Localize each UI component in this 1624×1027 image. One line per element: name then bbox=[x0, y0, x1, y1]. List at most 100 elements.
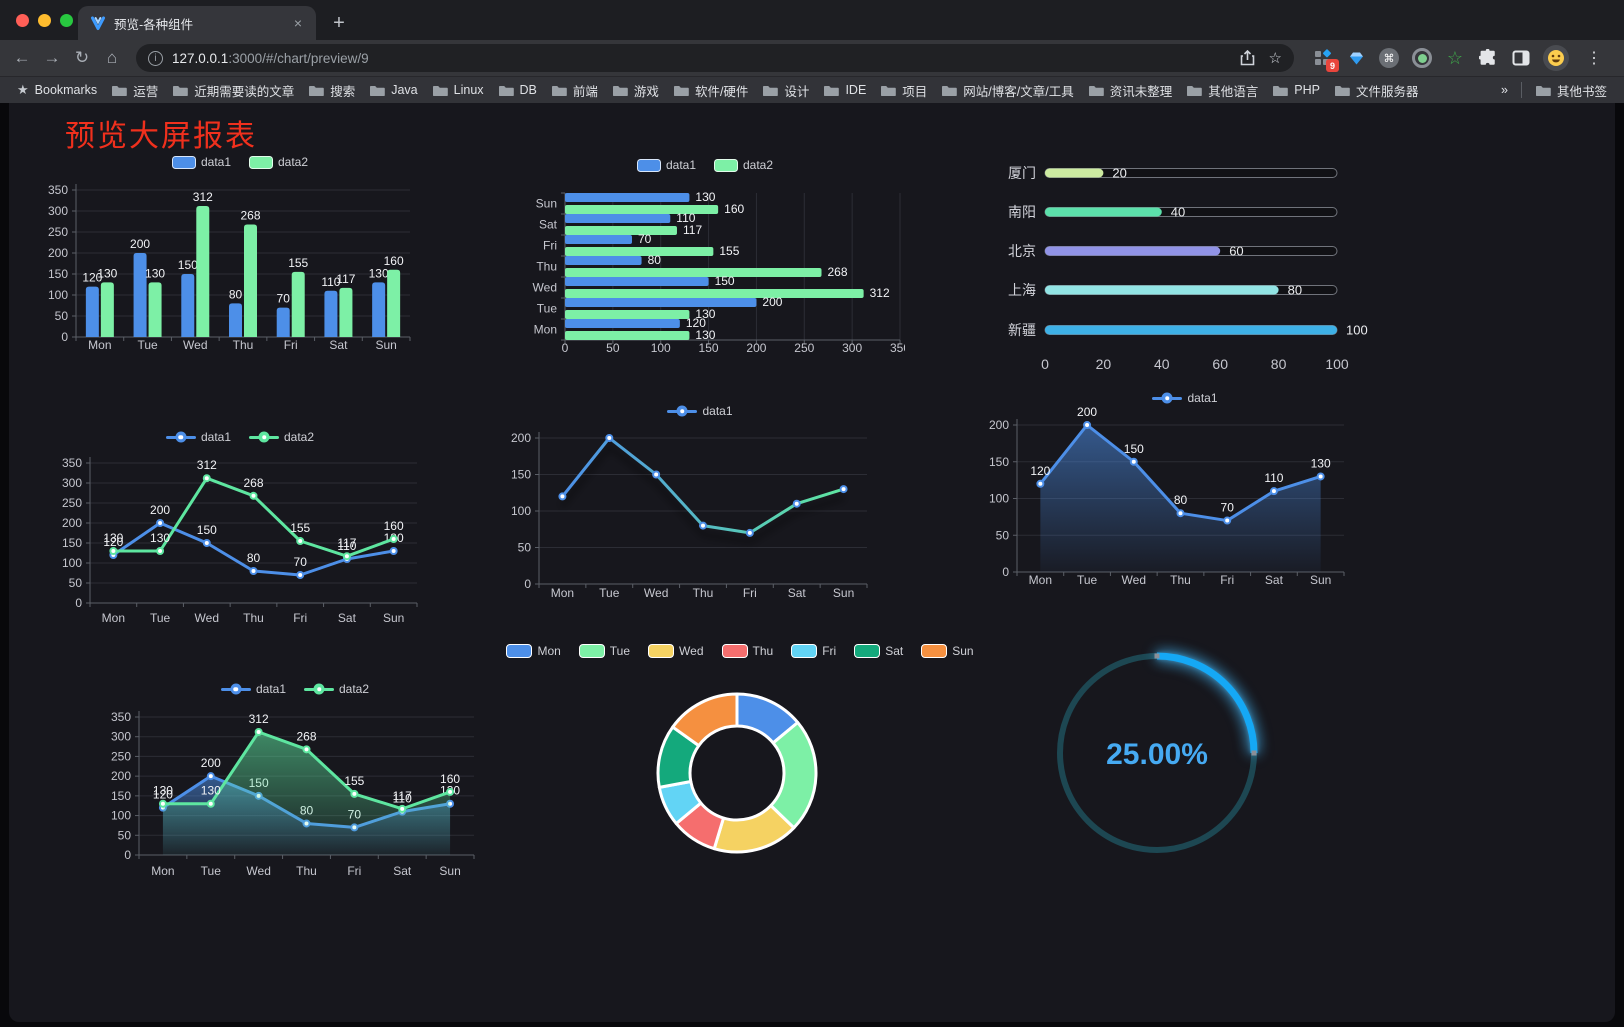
legend-line-marker bbox=[165, 431, 196, 443]
chart-gauge-percent[interactable]: 25.00% bbox=[1040, 635, 1280, 890]
bookmark-folder[interactable]: 运营 bbox=[104, 78, 165, 103]
bookmark-folder[interactable]: 其他语言 bbox=[1179, 78, 1265, 103]
bookmark-folder[interactable]: 软件/硬件 bbox=[666, 78, 755, 103]
bookmark-folder-label: 资讯未整理 bbox=[1109, 84, 1173, 99]
legend-item-data2[interactable]: data2 bbox=[249, 155, 308, 169]
command-extension-icon[interactable]: ⌘ bbox=[1378, 47, 1400, 69]
bookmark-folder[interactable]: DB bbox=[491, 80, 544, 100]
legend-item-Thu[interactable]: Thu bbox=[721, 644, 773, 658]
bookmark-folder-label: 文件服务器 bbox=[1355, 84, 1419, 99]
chart-canvas-area-single[interactable]: 0 50 100 150 200 Mon Tue Wed Thu Fri Sat Sun 120 200 1… bbox=[985, 388, 1385, 603]
bookmark-star-icon[interactable]: ☆ bbox=[1268, 50, 1282, 67]
window-close-button[interactable] bbox=[16, 14, 29, 27]
bookmark-folder-label: Linux bbox=[453, 83, 484, 97]
chart-legend: Mon Tue Wed Thu Fri Sat Sun bbox=[506, 641, 974, 661]
chart-canvas-grouped-bar-vertical[interactable]: 0 50 100 150 200 250 300 350 Mon Tue Wed Thu Fri Sat S… bbox=[40, 148, 440, 373]
bookmarks-overflow-button[interactable]: » bbox=[1501, 83, 1508, 97]
browser-menu-button[interactable]: ⋮ bbox=[1586, 50, 1602, 67]
window-minimize-button[interactable] bbox=[38, 14, 51, 27]
bookmark-folder[interactable]: IDE bbox=[816, 80, 873, 100]
legend-item-data2[interactable]: data2 bbox=[249, 430, 314, 444]
chart-donut-pie[interactable]: Mon Tue Wed Thu Fri Sat Sun bbox=[506, 635, 974, 890]
svg-text:300: 300 bbox=[842, 341, 862, 355]
recorder-extension-icon[interactable] bbox=[1411, 47, 1433, 69]
side-panel-button[interactable] bbox=[1510, 47, 1532, 69]
bookmark-folder[interactable]: 文件服务器 bbox=[1327, 78, 1426, 103]
legend-item-data1[interactable]: data1 bbox=[165, 430, 231, 444]
svg-text:Fri: Fri bbox=[1220, 573, 1234, 587]
legend-item-data1[interactable]: data1 bbox=[636, 158, 696, 172]
svg-text:200: 200 bbox=[130, 237, 150, 251]
chart-canvas-gauge-percent[interactable]: 25.00% bbox=[1040, 635, 1280, 890]
bookmark-folder[interactable]: 项目 bbox=[873, 78, 934, 103]
legend-item-data1[interactable]: data1 bbox=[667, 404, 733, 418]
bookmark-folder[interactable]: 资讯未整理 bbox=[1081, 78, 1180, 103]
legend-item-data2[interactable]: data2 bbox=[714, 158, 773, 172]
svg-text:100: 100 bbox=[651, 341, 671, 355]
legend-item-data1[interactable]: data1 bbox=[220, 682, 286, 696]
legend-line-marker bbox=[220, 683, 251, 695]
bookmark-folder[interactable]: Linux bbox=[425, 80, 491, 100]
extensions-button[interactable] bbox=[1477, 47, 1499, 69]
home-button[interactable]: ⌂ bbox=[106, 48, 118, 67]
chart-line-two-series[interactable]: data1 data2 0 50 100 150 200 250 300 350 Mon Tue Wed… bbox=[40, 425, 440, 640]
legend-item-Mon[interactable]: Mon bbox=[506, 644, 561, 658]
legend-label: data1 bbox=[1187, 391, 1218, 405]
bookmark-folder-label: 软件/硬件 bbox=[694, 84, 749, 99]
bookmark-folder[interactable]: 前端 bbox=[544, 78, 605, 103]
legend-swatch bbox=[578, 644, 605, 658]
bookmark-folder[interactable]: 搜索 bbox=[301, 78, 362, 103]
svg-text:Wed: Wed bbox=[183, 338, 207, 352]
window-zoom-button[interactable] bbox=[60, 14, 73, 27]
url-bar[interactable]: i 127.0.0.1:3000/#/chart/preview/9 ☆ bbox=[136, 44, 1294, 72]
bookmark-folder[interactable]: Java bbox=[362, 80, 424, 100]
svg-text:155: 155 bbox=[290, 521, 310, 535]
legend-item-Fri[interactable]: Fri bbox=[791, 644, 836, 658]
chart-canvas-line-gradient[interactable]: 0 50 100 150 200 Mon Tue Wed Thu Fri Sat Sun bbox=[500, 400, 900, 615]
chart-canvas-donut-pie[interactable] bbox=[540, 635, 940, 890]
legend-item-data1[interactable]: data1 bbox=[171, 155, 231, 169]
bookmark-folder[interactable]: 近期需要读的文章 bbox=[165, 78, 301, 103]
chart-line-gradient[interactable]: data1 0 50 100 150 200 Mon Tue Wed Thu Fri Sat Sun bbox=[500, 400, 900, 615]
chart-grouped-bar-vertical[interactable]: data1 data2 0 50 100 150 200 250 300 350 Mon Tue Wed… bbox=[40, 148, 440, 373]
legend-item-Sat[interactable]: Sat bbox=[854, 644, 903, 658]
legend-label: Mon bbox=[537, 644, 561, 658]
svg-text:200: 200 bbox=[1077, 405, 1097, 419]
reload-button[interactable]: ↻ bbox=[74, 48, 90, 67]
legend-item-Sun[interactable]: Sun bbox=[921, 644, 974, 658]
bookmark-folder[interactable]: 设计 bbox=[755, 78, 816, 103]
legend-swatch bbox=[171, 155, 196, 169]
chart-city-progress[interactable]: 厦门 20 南阳 40 北京 60 上海 80 新疆 100 0 20 40 60 80 100 bbox=[990, 148, 1390, 388]
bookmark-folder[interactable]: PHP bbox=[1265, 80, 1327, 100]
site-info-icon[interactable]: i bbox=[148, 50, 163, 66]
profile-avatar[interactable] bbox=[1543, 45, 1569, 71]
legend-item-data2[interactable]: data2 bbox=[304, 682, 369, 696]
chart-canvas-line-two-series[interactable]: 0 50 100 150 200 250 300 350 Mon Tue Wed Thu Fri Sat S… bbox=[40, 425, 440, 640]
forward-button[interactable]: → bbox=[43, 48, 61, 67]
star-extension-icon[interactable]: ☆ bbox=[1444, 47, 1466, 69]
other-bookmarks-button[interactable]: 其他书签 bbox=[1528, 78, 1614, 103]
gem-extension-icon[interactable] bbox=[1345, 47, 1367, 69]
share-icon[interactable] bbox=[1240, 50, 1255, 66]
legend-item-Wed[interactable]: Wed bbox=[648, 644, 704, 658]
tab-manager-extension-icon[interactable]: 9 bbox=[1312, 47, 1339, 72]
browser-tab[interactable]: 预览-各种组件 × bbox=[78, 6, 316, 40]
chart-canvas-city-progress[interactable]: 厦门 20 南阳 40 北京 60 上海 80 新疆 100 0 20 40 60 80 100 bbox=[990, 148, 1390, 388]
legend-swatch bbox=[249, 155, 273, 169]
chart-area-single[interactable]: data1 0 50 100 150 200 Mon Tue Wed Thu Fri Sat Sun 12… bbox=[985, 388, 1385, 603]
new-tab-button[interactable]: + bbox=[333, 11, 345, 34]
chart-grouped-bar-horizontal[interactable]: data1 data2 0 50 100 150 200 250 300 350 Sun 130 160… bbox=[505, 148, 905, 378]
legend-label: data1 bbox=[200, 155, 231, 169]
tab-close-button[interactable]: × bbox=[293, 15, 302, 31]
svg-text:Thu: Thu bbox=[1170, 573, 1191, 587]
chart-canvas-area-two-series[interactable]: 0 50 100 150 200 250 300 350 Mon Tue Wed Thu Fri Sat S… bbox=[95, 675, 495, 890]
chart-area-two-series[interactable]: data1 data2 0 50 100 150 200 250 300 350 Mon Tue Wed… bbox=[95, 675, 495, 890]
bookmarks-manager-button[interactable]: ★ Bookmarks bbox=[10, 79, 104, 101]
legend-item-Tue[interactable]: Tue bbox=[578, 644, 630, 658]
back-button[interactable]: ← bbox=[13, 48, 31, 67]
legend-item-data1[interactable]: data1 bbox=[1152, 391, 1218, 405]
bookmark-folder[interactable]: 网站/博客/文章/工具 bbox=[934, 78, 1080, 103]
bookmark-folder-label: 项目 bbox=[902, 84, 928, 99]
bookmark-folder[interactable]: 游戏 bbox=[605, 78, 666, 103]
